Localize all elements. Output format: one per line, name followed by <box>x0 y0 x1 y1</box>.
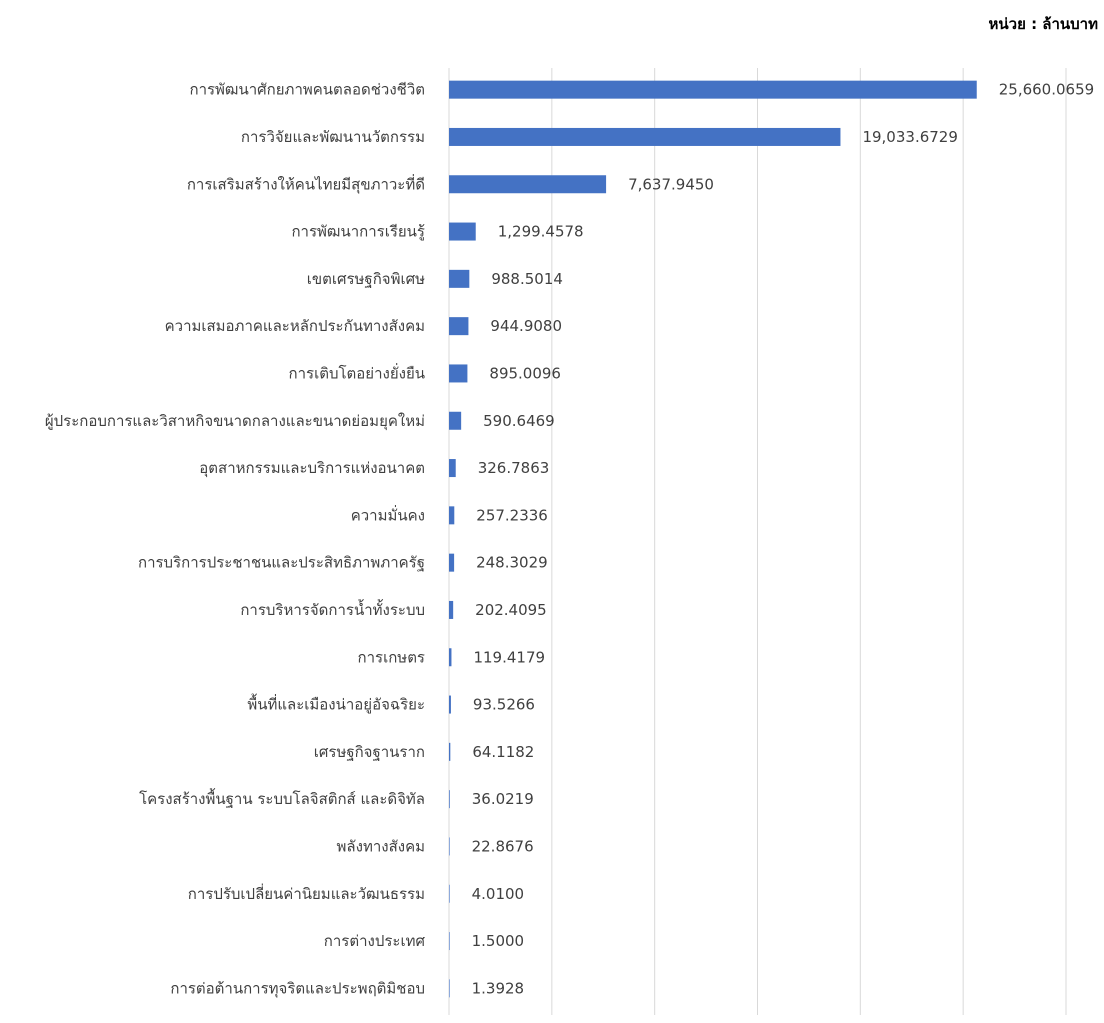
value-label: 22.8676 <box>472 837 534 855</box>
category-label: การบริหารจัดการน้ำทั้งระบบ <box>240 599 425 619</box>
category-label: เขตเศรษฐกิจพิเศษ <box>307 270 425 288</box>
bar <box>449 695 451 714</box>
value-label: 7,637.9450 <box>628 175 714 193</box>
category-label: ผู้ประกอบการและวิสาหกิจขนาดกลางและขนาดย่… <box>45 412 425 431</box>
bar <box>449 600 454 619</box>
category-label: อุตสาหกรรมและบริการแห่งอนาคต <box>199 459 425 478</box>
category-label: พลังทางสังคม <box>337 837 425 855</box>
value-label: 944.9080 <box>490 317 562 335</box>
category-label: การเติบโตอย่างยั่งยืน <box>289 362 425 382</box>
value-label: 1,299.4578 <box>498 223 584 241</box>
bar <box>449 80 977 99</box>
value-label: 64.1182 <box>472 743 534 761</box>
category-label: การเสริมสร้างให้คนไทยมีสุขภาวะที่ดี <box>187 173 425 194</box>
bar <box>449 364 468 383</box>
bar <box>449 742 451 761</box>
category-label: พื้นที่และเมืองน่าอยู่อัจฉริยะ <box>247 694 425 714</box>
bar <box>449 553 455 572</box>
unit-label: หน่วย : ล้านบาท <box>988 15 1099 33</box>
category-label: การต่อต้านการทุจริตและประพฤติมิชอบ <box>170 979 425 998</box>
bar <box>449 648 452 667</box>
bar <box>449 979 450 998</box>
value-label: 19,033.6729 <box>862 128 957 146</box>
value-label: 202.4095 <box>475 601 547 619</box>
bar <box>449 790 450 809</box>
bar <box>449 317 469 336</box>
category-label: การพัฒนาศักยภาพคนตลอดช่วงชีวิต <box>189 81 425 99</box>
value-label: 119.4179 <box>473 648 545 666</box>
value-label: 25,660.0659 <box>999 81 1094 99</box>
bar-layer <box>449 80 977 998</box>
category-label: เศรษฐกิจฐานราก <box>314 743 425 761</box>
value-label: 4.0100 <box>472 885 524 903</box>
category-label: การวิจัยและพัฒนานวัตกรรม <box>241 128 425 146</box>
value-label: 1.3928 <box>472 979 524 997</box>
value-label: 36.0219 <box>472 790 534 808</box>
category-label: การต่างประเทศ <box>324 932 426 950</box>
bar <box>449 506 455 525</box>
bar <box>449 884 450 903</box>
category-label: ความเสมอภาคและหลักประกันทางสังคม <box>165 317 425 335</box>
value-label: 895.0096 <box>489 364 561 382</box>
value-label: 590.6469 <box>483 412 555 430</box>
category-label: โครงสร้างพื้นฐาน ระบบโลจิสติกส์ และดิจิท… <box>139 788 425 808</box>
grid-layer <box>448 68 1067 1015</box>
category-label: การเกษตร <box>358 648 425 666</box>
category-label: การปรับเปลี่ยนค่านิยมและวัฒนธรรม <box>188 883 425 903</box>
value-label: 93.5266 <box>473 696 535 714</box>
bar <box>449 837 450 856</box>
bar <box>449 222 476 241</box>
value-label: 988.5014 <box>491 270 563 288</box>
value-label: 326.7863 <box>478 459 550 477</box>
bar <box>449 411 462 430</box>
label-layer: การพัฒนาศักยภาพคนตลอดช่วงชีวิต 25,660.065… <box>45 81 1094 999</box>
category-label: การพัฒนาการเรียนรู้ <box>291 223 425 241</box>
bar <box>449 459 456 478</box>
bar <box>449 932 450 951</box>
value-label: 257.2336 <box>476 506 548 524</box>
category-label: ความมั่นคง <box>351 504 425 524</box>
value-label: 248.3029 <box>476 554 548 572</box>
category-label: การบริการประชาชนและประสิทธิภาพภาครัฐ <box>138 554 425 572</box>
bar <box>449 127 841 146</box>
bar <box>449 269 470 288</box>
bar <box>449 175 607 194</box>
value-label: 1.5000 <box>472 932 524 950</box>
